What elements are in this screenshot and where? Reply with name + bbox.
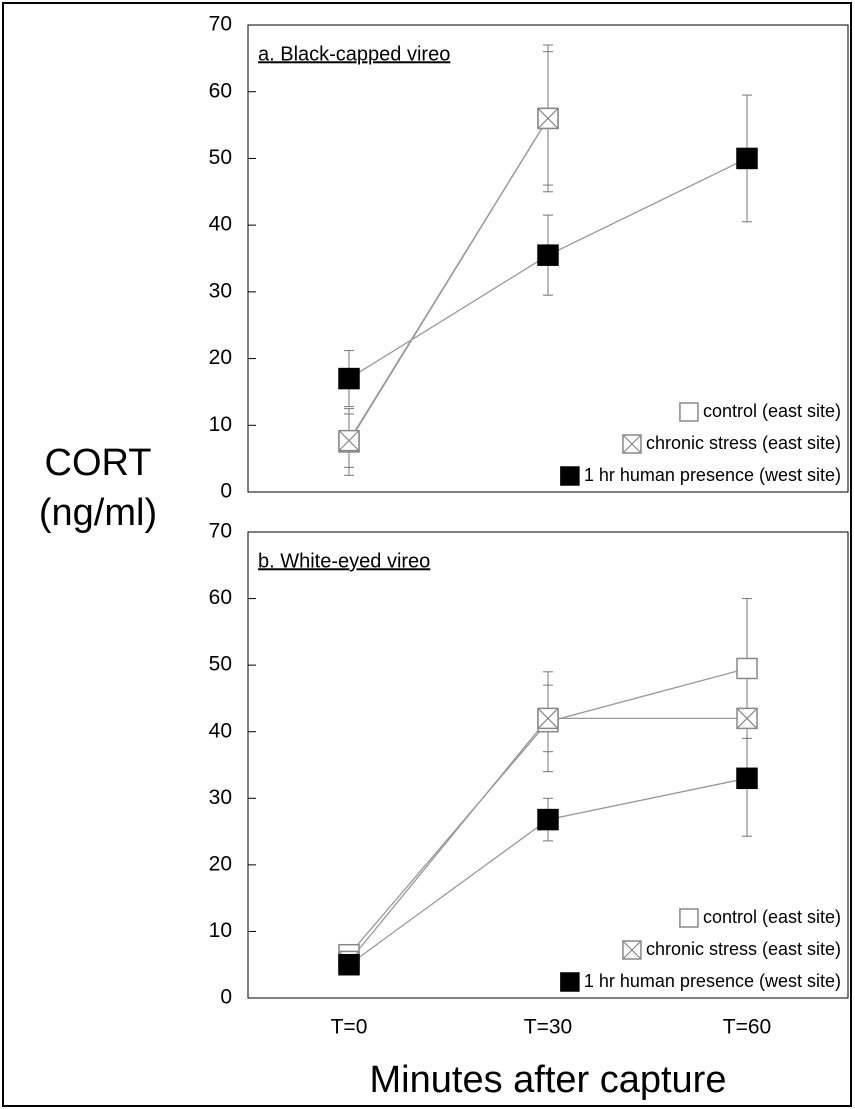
y-tick-label: 0	[220, 480, 232, 503]
legend-label: control (east site)	[703, 401, 841, 421]
marker-box	[679, 402, 699, 422]
y-tick-label: 40	[209, 213, 232, 236]
legend-label: control (east site)	[703, 907, 841, 927]
legend-marker	[679, 908, 699, 928]
legend-label: 1 hr human presence (west site)	[584, 971, 841, 991]
marker-box	[736, 767, 758, 790]
data-point	[736, 767, 758, 790]
x-tick-label: T=0	[331, 1016, 368, 1039]
legend-marker	[560, 466, 580, 486]
marker-box	[736, 147, 758, 170]
marker-box	[560, 972, 580, 992]
panel-title: a. Black-capped vireo	[258, 43, 450, 65]
legend-marker	[622, 940, 642, 960]
marker-cross	[537, 107, 559, 129]
x-tick-label: T=60	[723, 1016, 771, 1039]
y-tick-label: 50	[209, 653, 232, 676]
marker-box	[537, 244, 559, 266]
data-point	[736, 707, 758, 730]
x-tick-label: T=30	[524, 1016, 572, 1039]
y-tick-label: 10	[209, 413, 232, 436]
marker-box	[338, 367, 360, 390]
data-point	[736, 147, 758, 170]
data-point	[736, 657, 758, 680]
marker-cross	[622, 434, 642, 454]
y-tick-label: 20	[209, 852, 232, 875]
plot-frame	[247, 531, 849, 999]
marker-cross	[537, 707, 559, 729]
data-point	[537, 707, 559, 730]
y-tick-label: 50	[209, 146, 232, 169]
marker-box	[736, 657, 758, 680]
panel-title: b. White-eyed vireo	[258, 550, 430, 572]
data-point	[338, 429, 360, 452]
legend-label: 1 hr human presence (west site)	[584, 465, 841, 485]
y-tick-label: 60	[209, 79, 232, 102]
data-point	[537, 244, 559, 266]
marker-box	[537, 808, 559, 831]
series-line	[348, 118, 549, 441]
legend-marker	[622, 434, 642, 454]
data-point	[537, 808, 559, 831]
marker-cross	[338, 430, 360, 452]
x-axis-label: Minutes after capture	[370, 1059, 727, 1101]
marker-cross	[736, 707, 758, 729]
marker-cross	[622, 940, 642, 960]
y-axis-label: (ng/ml)	[39, 492, 157, 534]
y-tick-label: 30	[209, 786, 232, 809]
legend-label: chronic stress (east site)	[646, 939, 841, 959]
y-tick-label: 60	[209, 586, 232, 609]
marker-box	[560, 466, 580, 486]
legend-marker	[560, 972, 580, 992]
y-tick-label: 40	[209, 719, 232, 742]
data-point	[537, 107, 559, 130]
y-tick-label: 20	[209, 346, 232, 369]
y-tick-label: 10	[209, 919, 232, 942]
marker-box	[679, 908, 699, 928]
y-tick-label: 70	[209, 520, 232, 543]
legend-marker	[679, 402, 699, 422]
data-point	[338, 367, 360, 390]
y-tick-label: 0	[220, 986, 232, 1009]
y-tick-label: 30	[209, 279, 232, 302]
legend-label: chronic stress (east site)	[646, 433, 841, 453]
data-point	[338, 953, 360, 976]
y-tick-label: 70	[209, 13, 232, 36]
y-axis-label: CORT	[45, 442, 152, 484]
marker-box	[338, 953, 360, 976]
plot-frame	[247, 24, 849, 493]
